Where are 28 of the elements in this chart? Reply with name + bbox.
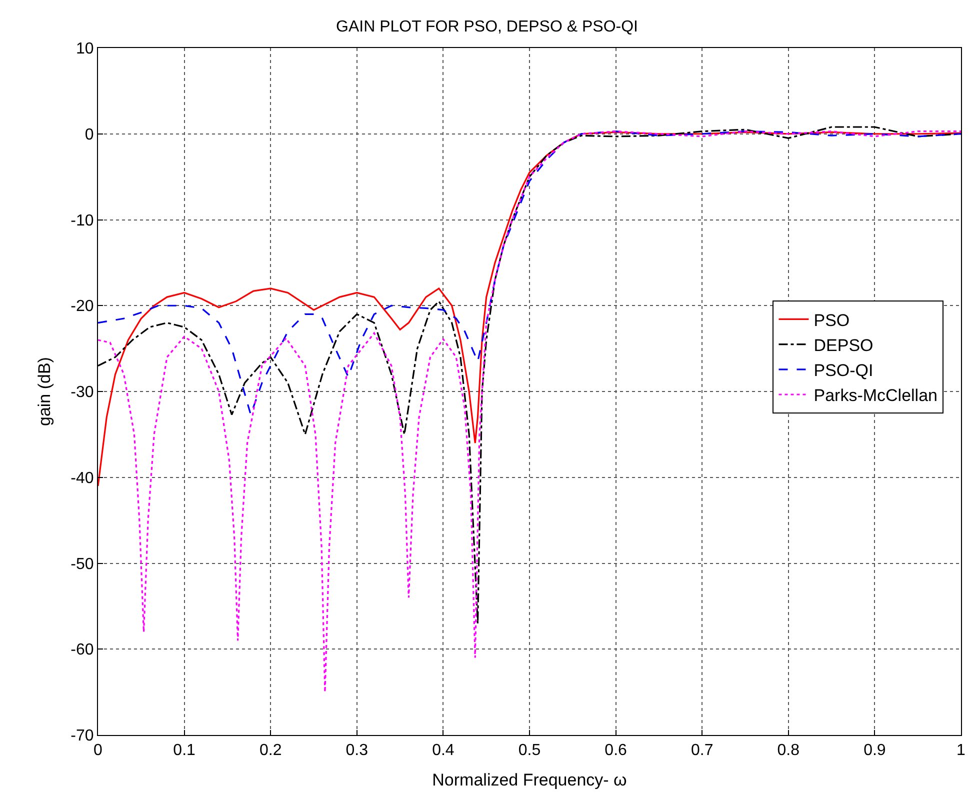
x-tick-label: 0.7 xyxy=(690,742,714,760)
chart-title: GAIN PLOT FOR PSO, DEPSO & PSO-QI xyxy=(336,18,638,36)
x-tick-label: 0.3 xyxy=(346,742,368,760)
line-series xyxy=(98,130,961,416)
legend-label: Parks-McClellan xyxy=(814,386,938,406)
x-tick-label: 0.2 xyxy=(259,742,282,760)
x-tick-label: 0.1 xyxy=(173,742,196,760)
x-tick-label: 0.5 xyxy=(518,742,541,760)
x-tick-label: 0.8 xyxy=(777,742,800,760)
y-tick-label: -30 xyxy=(70,384,94,402)
y-tick-label: -50 xyxy=(70,556,94,573)
legend-label: DEPSO xyxy=(814,336,874,355)
y-tick-label: -10 xyxy=(70,212,94,230)
y-tick-label: 10 xyxy=(76,40,94,58)
x-tick-label: 0.6 xyxy=(604,742,628,760)
line-series xyxy=(98,131,961,487)
y-tick-label: -60 xyxy=(70,642,94,659)
y-tick-label: 0 xyxy=(84,126,94,144)
legend-label: PSO xyxy=(814,310,850,330)
y-axis-title: gain (dB) xyxy=(35,357,54,426)
y-tick-label: -70 xyxy=(70,728,94,745)
y-tick-label: -40 xyxy=(70,470,94,487)
legend-label: PSO-QI xyxy=(814,361,874,380)
x-tick-label: 0.4 xyxy=(432,742,454,760)
x-tick-label: 0.9 xyxy=(864,742,886,760)
x-axis-title: Normalized Frequency- ω xyxy=(432,770,627,790)
x-tick-label: 1 xyxy=(956,742,966,760)
y-tick-label: -20 xyxy=(70,298,94,316)
